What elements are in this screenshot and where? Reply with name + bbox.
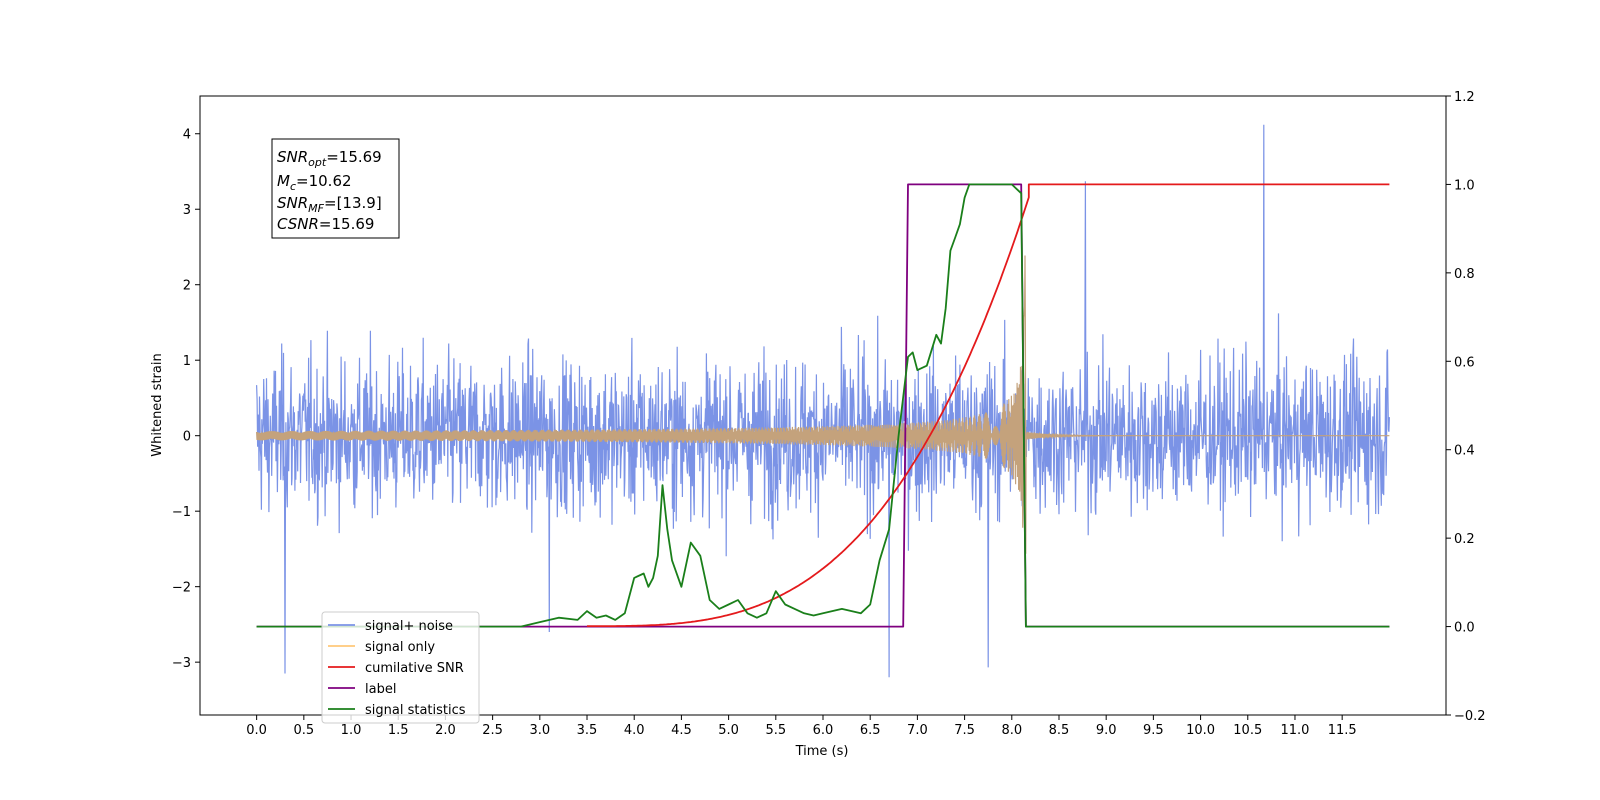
legend-label: label [365, 682, 396, 697]
cumilative-snr-line [587, 183, 1390, 627]
x-axis: 0.0 0.5 1.0 1.5 2.0 2.5 3.0 3.5 4.0 4.5 5.0 5.5 6.0 6… [246, 715, 1357, 738]
y-tick-label: 3 [183, 203, 191, 218]
info-box: SNRopt=15.69 Mc=10.62 SNRMF=[13.9] CSNR=… [271, 138, 400, 239]
legend-label: cumilative SNR [365, 661, 464, 676]
x-tick-label: 11.0 [1280, 723, 1309, 738]
legend-frame [321, 611, 480, 724]
x-tick-label: 8.0 [1001, 723, 1022, 738]
y-axis-left: 4 3 2 1 0 −1 −2 −3 [172, 128, 200, 671]
x-tick-label: 8.5 [1049, 723, 1070, 738]
x-tick-label: 4.5 [671, 723, 692, 738]
x-tick-label: 6.0 [813, 723, 834, 738]
info-snr-mf-value: =[13.9] [324, 194, 382, 212]
info-box-frame [271, 138, 400, 239]
legend-label: signal+ noise [365, 619, 453, 634]
plot-layer [256, 124, 1390, 678]
info-mc-value: =10.62 [296, 172, 352, 190]
x-tick-label: 11.5 [1328, 723, 1357, 738]
signal-statistics-line [256, 183, 1390, 628]
y2-tick-label: 0.4 [1454, 444, 1475, 459]
legend-entries: signal+ noise signal only cumilative SNR la… [328, 619, 466, 718]
y-tick-label: −1 [172, 505, 191, 520]
x-tick-label: 5.5 [765, 723, 786, 738]
signal-noise-series [256, 124, 1390, 678]
x-tick-label: 9.5 [1143, 723, 1164, 738]
y2-tick-label: 0.2 [1454, 532, 1475, 547]
y2-tick-label: 0.8 [1454, 267, 1475, 282]
info-snr-opt-sub: opt [308, 156, 327, 169]
info-snr-opt: SNRopt=15.69 [277, 148, 382, 169]
y-tick-label: −3 [172, 656, 191, 671]
x-tick-label: 3.0 [529, 723, 550, 738]
x-tick-label: 0.5 [293, 723, 314, 738]
signal-only-line [256, 255, 1390, 554]
x-tick-label: 7.0 [907, 723, 928, 738]
signal-only-series [256, 255, 1390, 554]
x-tick-label: 1.5 [388, 723, 409, 738]
info-csnr-prefix: CSNR [277, 215, 319, 233]
info-snr-mf-prefix: SNR [277, 194, 308, 212]
x-tick-label: 2.5 [482, 723, 503, 738]
y2-tick-label: 1.0 [1454, 178, 1475, 193]
y-tick-label: 0 [183, 430, 191, 445]
info-csnr: CSNR=15.69 [277, 215, 374, 233]
legend-label: signal only [365, 640, 435, 655]
y-axis-right: 1.2 1.0 0.8 0.6 0.4 0.2 0.0 −0.2 [1446, 90, 1486, 724]
x-tick-label: 1.0 [341, 723, 362, 738]
info-mc: Mc=10.62 [277, 172, 352, 193]
legend-label: signal statistics [365, 703, 466, 718]
x-tick-label: 7.5 [954, 723, 975, 738]
y2-tick-label: 1.2 [1454, 90, 1475, 105]
y2-tick-label: −0.2 [1454, 709, 1486, 724]
y2-tick-label: 0.6 [1454, 355, 1475, 370]
x-tick-label: 4.0 [624, 723, 645, 738]
x-tick-label: 10.0 [1186, 723, 1215, 738]
x-tick-label: 6.5 [860, 723, 881, 738]
x-axis-label: Time (s) [795, 744, 849, 759]
legend: signal+ noise signal only cumilative SNR la… [321, 611, 480, 724]
info-snr-opt-value: =15.69 [326, 148, 382, 166]
x-tick-label: 9.0 [1096, 723, 1117, 738]
x-tick-label: 2.0 [435, 723, 456, 738]
info-mc-sub: c [290, 180, 296, 193]
x-tick-label: 0.0 [246, 723, 267, 738]
y-tick-label: 1 [183, 354, 191, 369]
x-tick-label: 5.0 [718, 723, 739, 738]
y2-tick-label: 0.0 [1454, 621, 1475, 636]
x-tick-label: 3.5 [577, 723, 598, 738]
y-tick-label: −2 [172, 581, 191, 596]
x-tick-label: 10.5 [1233, 723, 1262, 738]
y-tick-label: 2 [183, 279, 191, 294]
y-axis-label: Whitened strain [150, 353, 165, 456]
info-snr-mf: SNRMF=[13.9] [277, 194, 382, 215]
info-snr-opt-prefix: SNR [277, 148, 308, 166]
info-mc-prefix: M [277, 172, 290, 190]
y-tick-label: 4 [183, 128, 191, 143]
info-csnr-value: =15.69 [319, 215, 375, 233]
right-axis-series [256, 183, 1390, 628]
signal-noise-line [256, 124, 1390, 678]
info-snr-mf-sub: MF [308, 202, 324, 215]
